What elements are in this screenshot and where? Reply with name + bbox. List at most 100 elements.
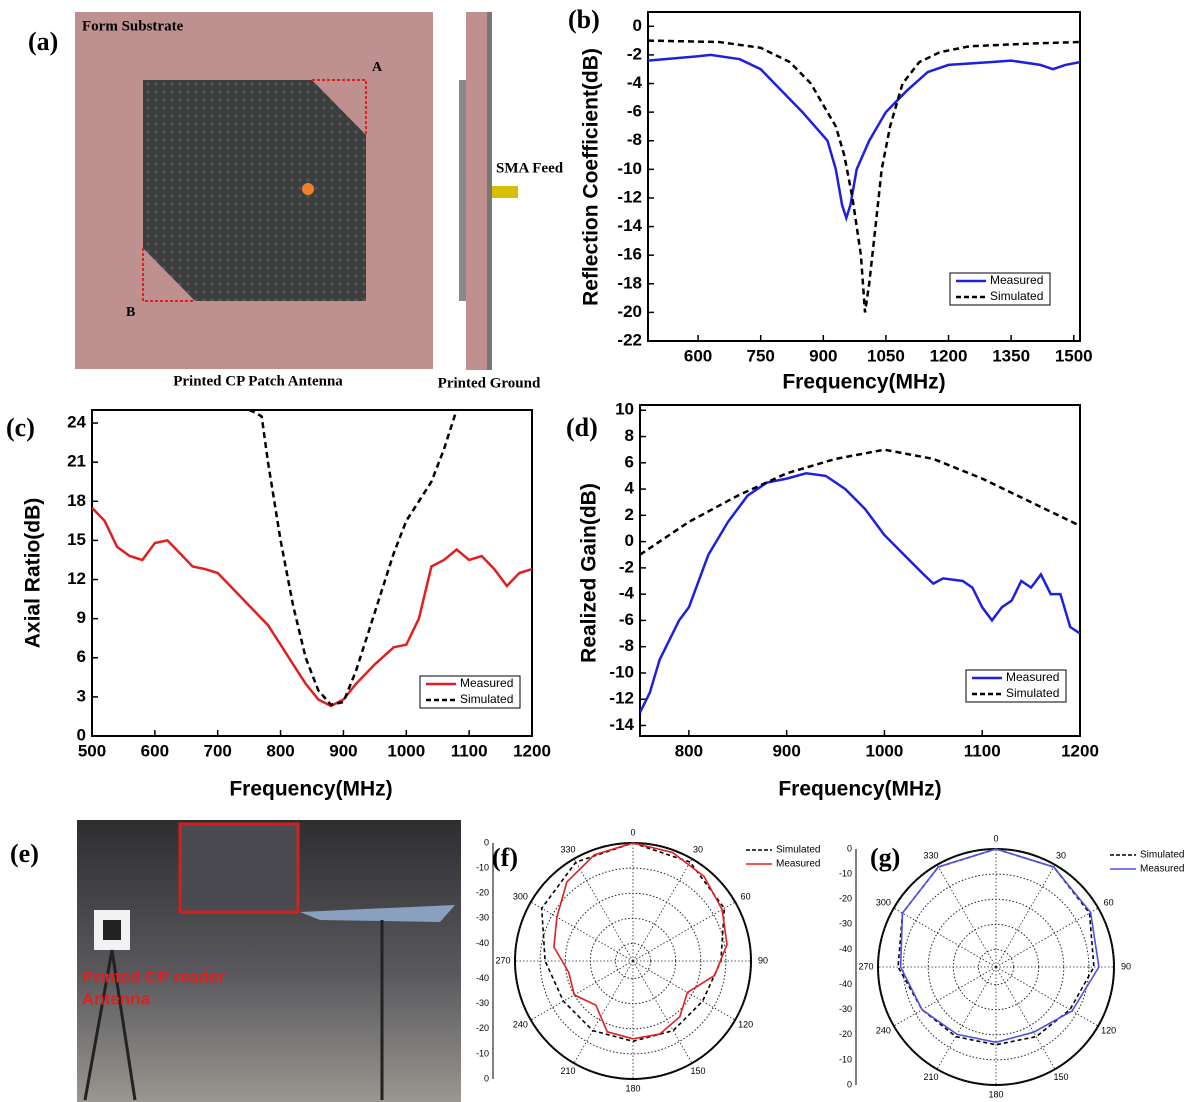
r-tick-label: -30 xyxy=(476,998,489,1008)
y-tick-label: 4 xyxy=(625,479,635,498)
radial-grid xyxy=(902,873,1090,1061)
angular-grid xyxy=(632,858,693,962)
x-tick-label: 1000 xyxy=(387,741,425,760)
line-chart: (c) 500 600 700 800 900 1000 1100 1200 0 3 6 9 12 15 18… xyxy=(6,409,551,801)
legend-label: Simulated xyxy=(776,845,820,856)
x-tick-label: 1200 xyxy=(1061,741,1099,760)
y-tick-label: -4 xyxy=(627,73,643,92)
y-tick-label: -2 xyxy=(627,44,642,63)
legend-label: Simulated xyxy=(1140,850,1184,861)
legend-box xyxy=(965,669,1067,703)
tripod xyxy=(83,949,114,1101)
sma-connector xyxy=(492,186,518,198)
theta-tick-label: 300 xyxy=(513,891,528,901)
y-tick-label: 21 xyxy=(67,452,86,471)
r-tick-label: -10 xyxy=(839,868,852,878)
substrate-label: Form Substrate xyxy=(82,18,184,34)
angular-grid xyxy=(573,960,634,1064)
panel-label: (d) xyxy=(566,413,598,442)
y-tick-label: -10 xyxy=(609,662,634,681)
radial-grid xyxy=(514,842,752,1080)
theta-tick-label: 180 xyxy=(625,1083,640,1093)
y-tick-label: -6 xyxy=(619,610,634,629)
corner-label: A xyxy=(372,60,383,75)
r-tick-label: -40 xyxy=(839,979,852,989)
angular-grid xyxy=(632,901,736,962)
series-line xyxy=(640,448,1080,556)
x-tick-label: 600 xyxy=(684,346,712,365)
photo-e: (e) Printed CP reader Antenna xyxy=(10,820,461,1102)
y-tick-label: 0 xyxy=(77,725,86,744)
x-tick-label: 1000 xyxy=(866,741,904,760)
y-tick-label: -18 xyxy=(617,273,642,292)
panel-label: (c) xyxy=(6,413,35,442)
radial-grid xyxy=(539,867,727,1055)
theta-tick-label: 90 xyxy=(1121,961,1131,971)
x-axis-title: Frequency(MHz) xyxy=(778,778,941,801)
y-tick-label: -14 xyxy=(609,715,634,734)
corner-label: B xyxy=(126,305,135,320)
angular-grid xyxy=(995,907,1099,968)
y-tick-label: -12 xyxy=(617,187,642,206)
theta-tick-label: 330 xyxy=(923,851,938,861)
theta-tick-label: 30 xyxy=(1056,851,1066,861)
plot-frame xyxy=(639,404,1081,737)
y-tick-label: 3 xyxy=(77,686,86,705)
r-tick-label: -30 xyxy=(839,1004,852,1014)
y-tick-label: 24 xyxy=(67,413,86,432)
horn-antenna xyxy=(300,905,455,922)
y-tick-label: 6 xyxy=(625,452,634,471)
x-tick-label: 750 xyxy=(747,346,775,365)
x-tick-label: 1200 xyxy=(930,346,968,365)
legend-box xyxy=(419,675,521,709)
legend-label: Measured xyxy=(1006,670,1059,684)
panel-label: (f) xyxy=(492,843,518,872)
panel-label: (g) xyxy=(870,843,900,872)
patch-side xyxy=(459,80,466,301)
y-tick-label: -14 xyxy=(617,216,642,235)
r-tick-label: -10 xyxy=(476,1048,489,1058)
y-tick-label: -6 xyxy=(627,102,642,121)
r-tick-label: -40 xyxy=(839,944,852,954)
series-line xyxy=(899,848,1100,1044)
polar-chart: (g) 0 0 -10 -10 -20 -20 -30 -30 -40 -40 0 30 60 90 120 1… xyxy=(839,833,1184,1099)
x-tick-label: 800 xyxy=(266,741,294,760)
x-tick-label: 1350 xyxy=(992,346,1030,365)
feed-label: SMA Feed xyxy=(496,160,564,176)
x-tick-label: 1050 xyxy=(867,346,905,365)
x-tick-label: 900 xyxy=(772,741,800,760)
theta-tick-label: 270 xyxy=(858,961,873,971)
caption: Printed Ground xyxy=(438,375,541,391)
x-tick-label: 500 xyxy=(78,741,106,760)
r-tick-label: -10 xyxy=(839,1054,852,1064)
x-axis-title: Frequency(MHz) xyxy=(229,778,392,801)
theta-tick-label: 120 xyxy=(1101,1025,1116,1035)
radial-grid xyxy=(877,848,1115,1086)
x-tick-label: 600 xyxy=(141,741,169,760)
cut-a xyxy=(312,79,367,135)
x-tick-label: 1200 xyxy=(513,741,551,760)
x-tick-label: 800 xyxy=(675,741,703,760)
tripod xyxy=(110,949,137,1101)
theta-tick-label: 240 xyxy=(513,1019,528,1029)
y-tick-label: 2 xyxy=(625,505,634,524)
ground-side xyxy=(487,12,492,370)
series-line xyxy=(553,842,728,1040)
x-tick-label: 1500 xyxy=(1055,346,1093,365)
angular-grid xyxy=(632,960,736,1021)
legend-box xyxy=(949,272,1051,306)
theta-tick-label: 60 xyxy=(1104,897,1114,907)
panel-label: (b) xyxy=(568,5,600,34)
r-tick-label: -20 xyxy=(839,1029,852,1039)
plot-frame xyxy=(91,409,533,737)
theta-tick-label: 150 xyxy=(1053,1072,1068,1082)
r-tick-label: -30 xyxy=(476,913,489,923)
theta-tick-label: 210 xyxy=(560,1066,575,1076)
theta-tick-label: 60 xyxy=(741,891,751,901)
x-tick-label: 1100 xyxy=(451,741,488,760)
y-tick-label: 9 xyxy=(77,608,86,627)
theta-tick-label: 0 xyxy=(630,827,635,837)
panel-label: (e) xyxy=(10,839,39,868)
substrate-side xyxy=(466,12,488,370)
series-line xyxy=(540,842,726,1043)
